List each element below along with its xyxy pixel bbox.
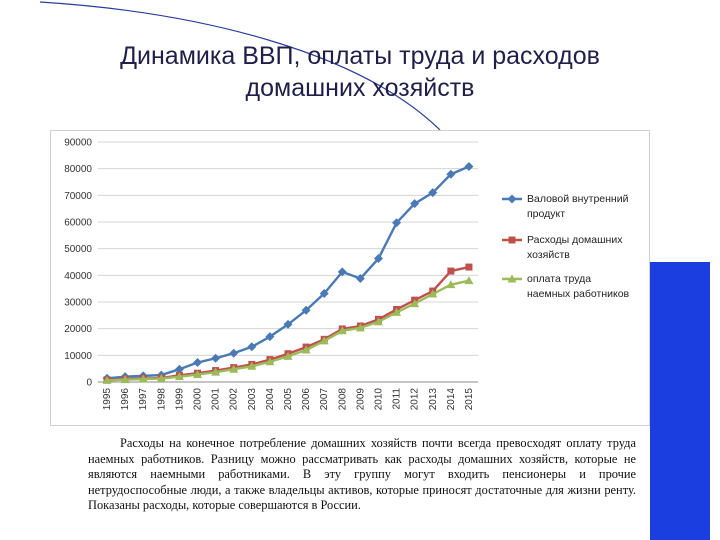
data-point-series-3	[392, 307, 402, 316]
legend-entry: хозяйств	[527, 249, 570, 261]
data-point-series-1	[283, 319, 293, 329]
data-point-series-3	[229, 364, 239, 373]
legend-entry: наемных работников	[527, 288, 630, 300]
x-tick-label: 2006	[301, 388, 312, 411]
data-point-series-1	[464, 162, 474, 172]
data-point-series-3	[410, 299, 420, 308]
data-point-series-1	[301, 305, 311, 315]
chart-canvas: 0 10000 20000 30000 40000 50000 60000 70000 8000…	[50, 130, 650, 426]
data-point-series-1	[446, 169, 456, 179]
legend-entry: Валовой внутренний	[527, 193, 629, 205]
x-tick-label: 2004	[265, 388, 276, 411]
y-tick-label: 40000	[64, 271, 92, 282]
description-paragraph: Расходы на конечное потребление домашних…	[88, 436, 636, 514]
x-tick-label: 2005	[283, 388, 294, 411]
data-point-series-1	[355, 274, 365, 284]
x-tick-label: 2007	[319, 388, 330, 411]
data-point-series-3	[319, 336, 329, 345]
data-point-series-3	[138, 374, 148, 383]
y-tick-label: 90000	[64, 138, 92, 149]
x-tick-label: 2015	[464, 388, 475, 411]
data-point-series-1	[174, 364, 184, 374]
data-point-series-3	[265, 357, 275, 366]
line-chart: 0 10000 20000 30000 40000 50000 60000 70000 8000…	[50, 130, 650, 426]
slide-title-line-2: домашних хозяйств	[245, 74, 475, 102]
x-tick-label: 2011	[392, 388, 403, 410]
y-tick-label: 70000	[64, 191, 92, 202]
data-point-series-1	[265, 332, 275, 342]
x-tick-label: 2008	[337, 388, 348, 411]
legend-entry: оплата труда	[527, 273, 591, 285]
data-point-series-3	[428, 289, 438, 298]
x-tick-label: 1999	[174, 388, 185, 411]
x-tick-label: 2001	[211, 388, 222, 411]
x-tick-label: 1997	[138, 388, 149, 411]
legend-entry: продукт	[527, 208, 565, 220]
data-point-series-3	[301, 345, 311, 354]
x-tick-label: 2009	[355, 388, 366, 411]
data-point-series-3	[193, 370, 203, 379]
data-point-series-3	[355, 323, 365, 332]
y-tick-label: 20000	[64, 324, 92, 335]
data-point-series-1	[229, 348, 239, 358]
y-tick-label: 10000	[64, 351, 92, 362]
y-tick-label: 0	[86, 378, 92, 389]
data-point-series-3	[174, 372, 184, 381]
legend-marker	[507, 274, 517, 283]
data-point-series-3	[446, 280, 456, 289]
data-point-series-1	[373, 254, 383, 264]
x-tick-label: 1996	[120, 388, 131, 411]
data-point-series-3	[120, 375, 130, 384]
data-point-series-3	[247, 361, 257, 370]
data-point-series-3	[156, 374, 166, 383]
y-tick-label: 50000	[64, 244, 92, 255]
data-point-series-1	[337, 267, 347, 277]
y-tick-label: 60000	[64, 218, 92, 229]
data-point-series-1	[410, 199, 420, 209]
data-point-series-2	[465, 263, 473, 271]
x-tick-label: 1998	[156, 388, 167, 411]
data-point-series-1	[392, 218, 402, 228]
x-tick-label: 2010	[373, 388, 384, 411]
data-point-series-3	[102, 375, 112, 384]
data-point-series-3	[337, 326, 347, 335]
data-point-series-3	[211, 367, 221, 376]
legend-entry: Расходы домашних	[527, 234, 623, 246]
data-point-series-1	[319, 288, 329, 298]
description-text: Расходы на конечное потребление домашних…	[88, 436, 636, 513]
data-point-series-1	[211, 353, 221, 363]
data-point-series-1	[193, 358, 203, 368]
x-tick-label: 2002	[229, 388, 240, 411]
x-tick-label: 1995	[102, 388, 113, 411]
slide-title: Динамика ВВП, оплаты труда и расходов до…	[60, 40, 660, 104]
x-tick-label: 2012	[410, 388, 421, 411]
data-point-series-3	[283, 351, 293, 360]
data-point-series-3	[373, 317, 383, 326]
legend-marker	[508, 236, 516, 244]
y-tick-label: 30000	[64, 298, 92, 309]
data-point-series-1	[247, 342, 257, 352]
data-point-series-1	[428, 188, 438, 198]
x-tick-label: 2000	[193, 388, 204, 411]
x-tick-label: 2003	[247, 388, 258, 411]
y-tick-label: 80000	[64, 164, 92, 175]
accent-bar	[650, 262, 710, 540]
data-point-series-3	[464, 276, 474, 285]
data-point-series-2	[447, 267, 455, 275]
x-tick-label: 2014	[446, 388, 457, 411]
x-tick-label: 2013	[428, 388, 439, 411]
slide-title-line-1: Динамика ВВП, оплаты труда и расходов	[120, 42, 600, 70]
legend-marker	[507, 194, 517, 204]
